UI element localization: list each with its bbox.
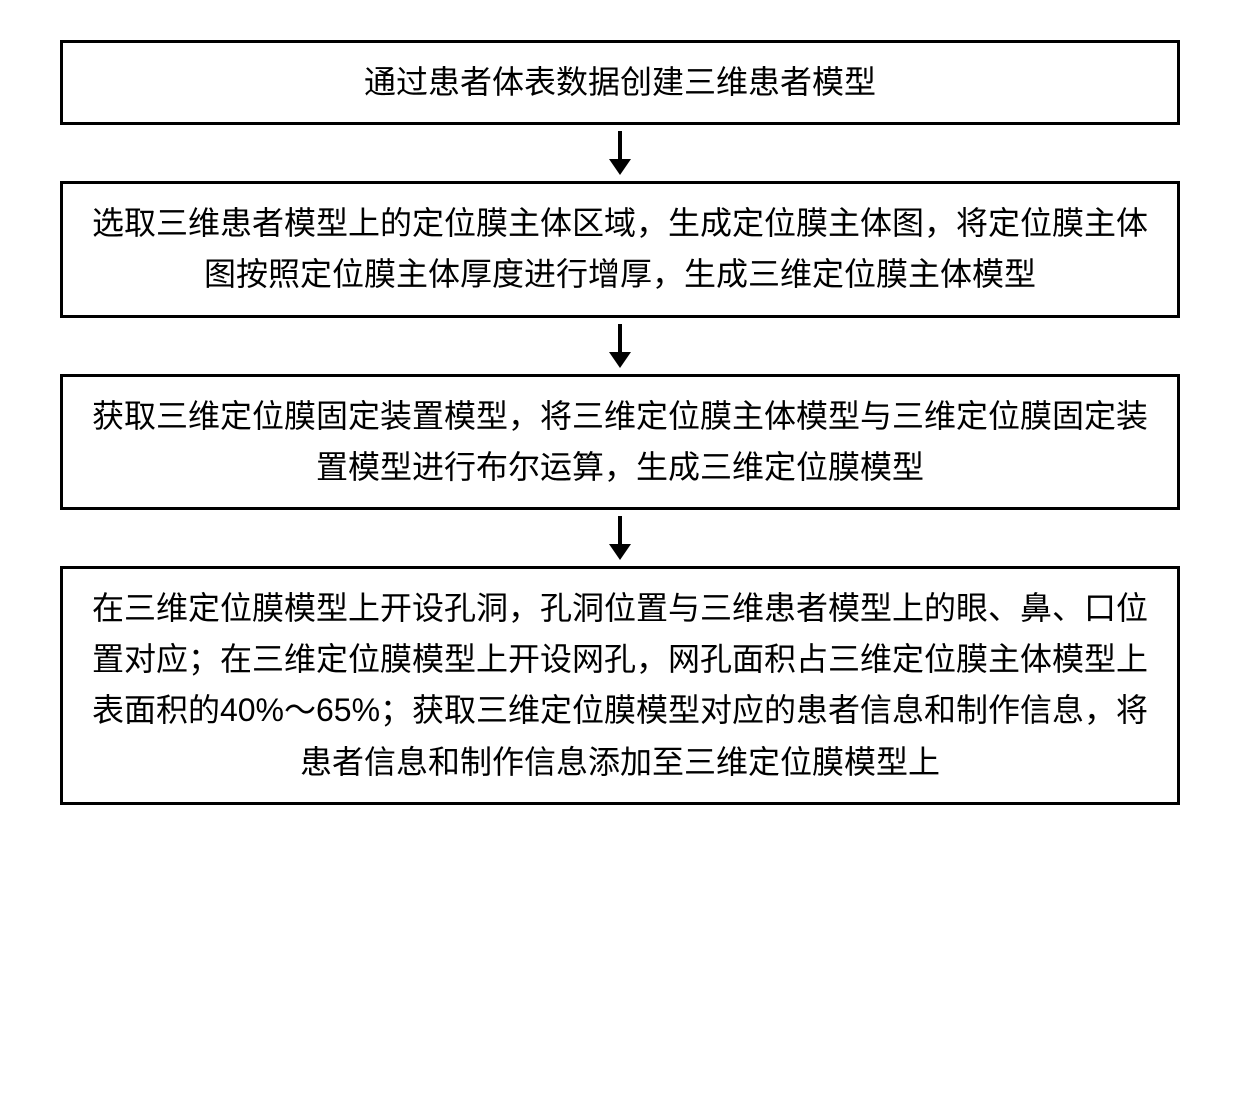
flow-step-2: 选取三维患者模型上的定位膜主体区域，生成定位膜主体图，将定位膜主体图按照定位膜主… [60, 181, 1180, 317]
flowchart-container: 通过患者体表数据创建三维患者模型 选取三维患者模型上的定位膜主体区域，生成定位膜… [60, 40, 1180, 805]
arrow-down-icon [607, 131, 633, 175]
flow-step-3-text: 获取三维定位膜固定装置模型，将三维定位膜主体模型与三维定位膜固定装置模型进行布尔… [92, 398, 1148, 485]
flow-step-4-text: 在三维定位膜模型上开设孔洞，孔洞位置与三维患者模型上的眼、鼻、口位置对应；在三维… [92, 590, 1148, 780]
flow-step-1: 通过患者体表数据创建三维患者模型 [60, 40, 1180, 125]
flow-arrow-1 [607, 125, 633, 181]
flow-step-4: 在三维定位膜模型上开设孔洞，孔洞位置与三维患者模型上的眼、鼻、口位置对应；在三维… [60, 566, 1180, 805]
arrow-down-icon [607, 516, 633, 560]
arrow-down-icon [607, 324, 633, 368]
flow-arrow-2 [607, 318, 633, 374]
flow-arrow-3 [607, 510, 633, 566]
flow-step-3: 获取三维定位膜固定装置模型，将三维定位膜主体模型与三维定位膜固定装置模型进行布尔… [60, 374, 1180, 510]
flow-step-1-text: 通过患者体表数据创建三维患者模型 [364, 64, 876, 100]
flow-step-2-text: 选取三维患者模型上的定位膜主体区域，生成定位膜主体图，将定位膜主体图按照定位膜主… [92, 205, 1148, 292]
